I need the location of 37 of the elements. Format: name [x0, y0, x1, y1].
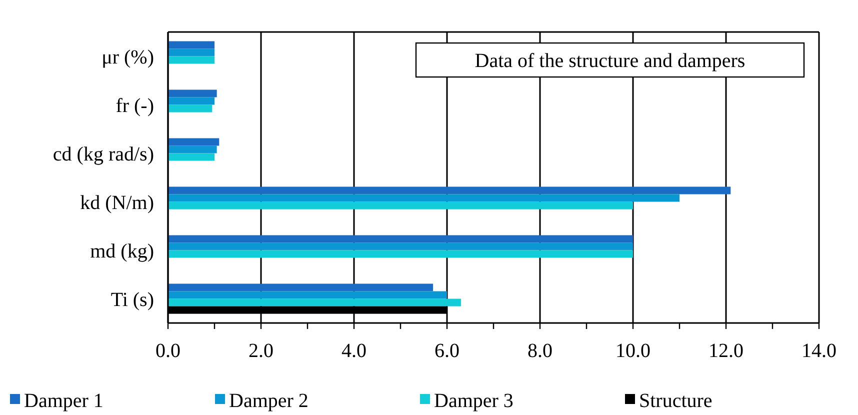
bar	[168, 291, 447, 299]
x-tick-label: 2.0	[248, 340, 274, 362]
bar	[168, 56, 214, 64]
y-tick-label: fr (-)	[116, 94, 154, 117]
y-tick-label: cd (kg rad/s)	[52, 143, 154, 166]
y-tick-label: μr (%)	[102, 46, 154, 68]
x-tick-label: 10.0	[616, 340, 650, 362]
bar	[168, 138, 220, 146]
x-tick-label: 12.0	[708, 340, 744, 362]
y-tick-label: Ti (s)	[110, 288, 154, 311]
bar	[168, 90, 217, 98]
legend-label: Damper 3	[434, 390, 514, 412]
bar	[168, 235, 633, 243]
bar	[168, 104, 212, 112]
x-tick-label: 6.0	[434, 340, 460, 362]
bar	[168, 146, 217, 154]
bar	[168, 250, 633, 258]
legend-label: Structure	[639, 390, 712, 412]
bar	[168, 153, 214, 161]
bar	[168, 97, 214, 105]
bar	[168, 194, 680, 202]
bar	[168, 298, 461, 306]
y-tick-label: kd (N/m)	[80, 192, 154, 214]
bar	[168, 202, 633, 210]
y-tick-label: md (kg)	[90, 240, 154, 262]
text: Data of the structure and dampers	[474, 50, 746, 72]
x-tick-label: 8.0	[528, 340, 552, 362]
bar	[168, 284, 434, 292]
x-tick-label: 4.0	[342, 340, 366, 362]
legend-label: Damper 2	[229, 390, 308, 412]
bar	[168, 41, 214, 49]
x-tick-label: 0.0	[156, 340, 180, 362]
legend-label: Damper 1	[24, 390, 104, 412]
bar	[168, 186, 731, 194]
bar	[168, 242, 633, 250]
bar	[168, 48, 214, 56]
x-tick-label: 14.0	[802, 340, 836, 362]
